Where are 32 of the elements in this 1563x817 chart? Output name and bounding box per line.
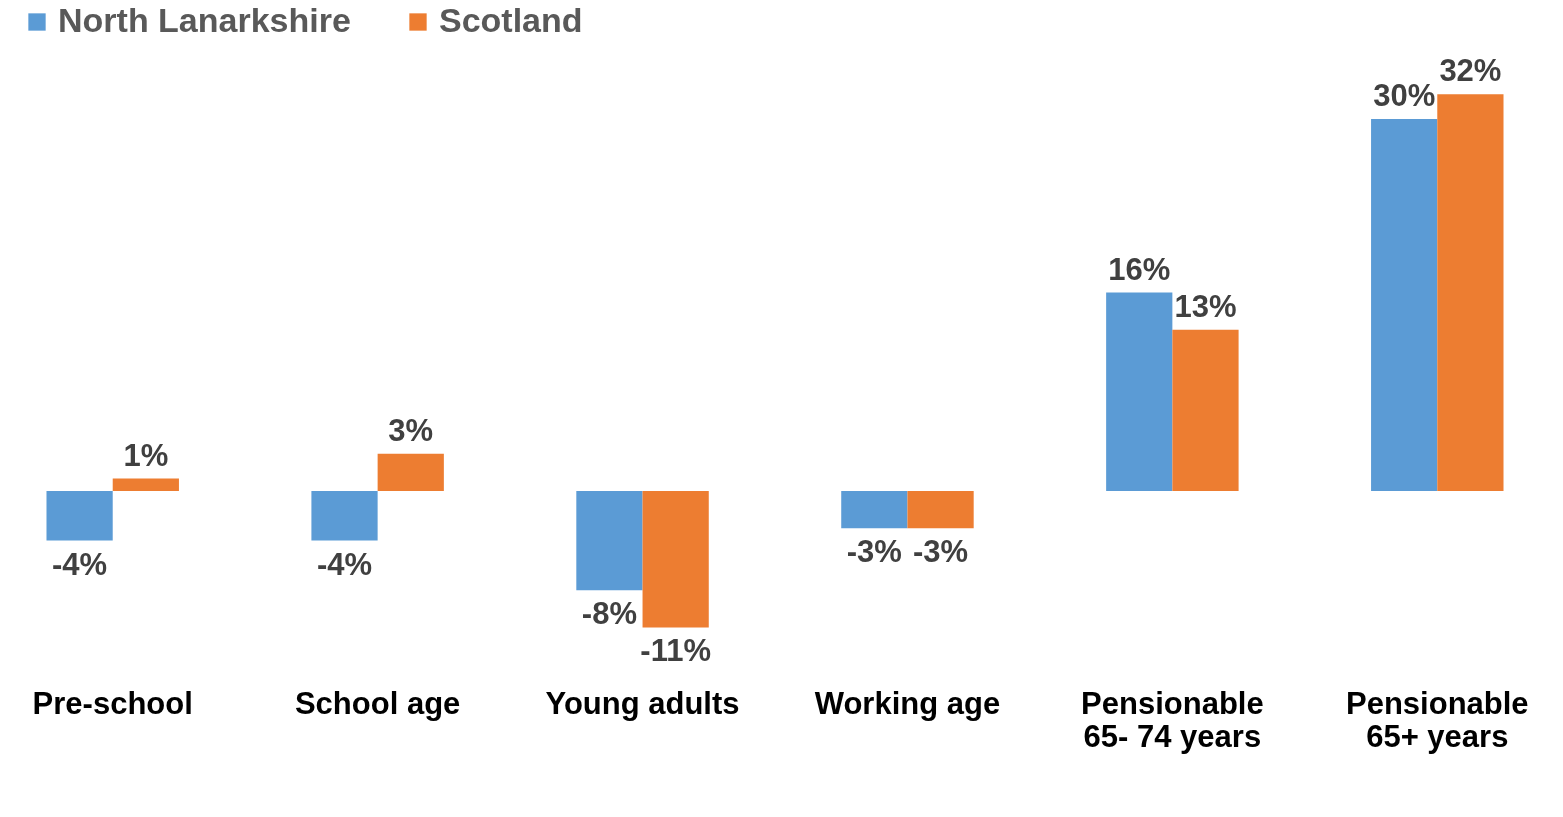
bar	[377, 453, 444, 491]
data-label: -3%	[913, 534, 969, 570]
bar	[311, 491, 378, 541]
legend-label: Scotland	[439, 1, 583, 39]
x-tick-label: Pensionable 65+ years	[1345, 685, 1529, 754]
data-label: 13%	[1174, 288, 1237, 324]
data-label: 16%	[1108, 251, 1171, 287]
bar	[576, 491, 643, 591]
bar	[112, 478, 179, 491]
data-label: 3%	[388, 412, 434, 448]
data-label: -4%	[316, 546, 373, 582]
data-label: -4%	[52, 546, 108, 582]
data-label: -3%	[846, 534, 902, 570]
x-tick-label: Pensionable 65- 74 years	[1081, 685, 1264, 754]
legend-label: North Lanarkshire	[58, 1, 351, 39]
bar	[1371, 119, 1438, 491]
x-tick-label: Pre-school	[32, 685, 193, 721]
data-label: 32%	[1439, 53, 1502, 89]
bar	[907, 491, 974, 529]
data-label: 30%	[1373, 78, 1436, 113]
data-label: 1%	[123, 437, 169, 473]
x-tick-label: School age	[294, 685, 461, 721]
bar	[841, 491, 908, 529]
bar	[46, 491, 113, 541]
data-label: -11%	[640, 633, 711, 669]
bar	[1172, 329, 1239, 491]
x-tick-label: Young adults	[545, 685, 740, 721]
bar	[1437, 94, 1504, 491]
bar	[1106, 292, 1173, 491]
x-tick-label: Working age	[814, 685, 1001, 721]
data-label: -8%	[581, 596, 637, 632]
bar	[642, 491, 709, 628]
